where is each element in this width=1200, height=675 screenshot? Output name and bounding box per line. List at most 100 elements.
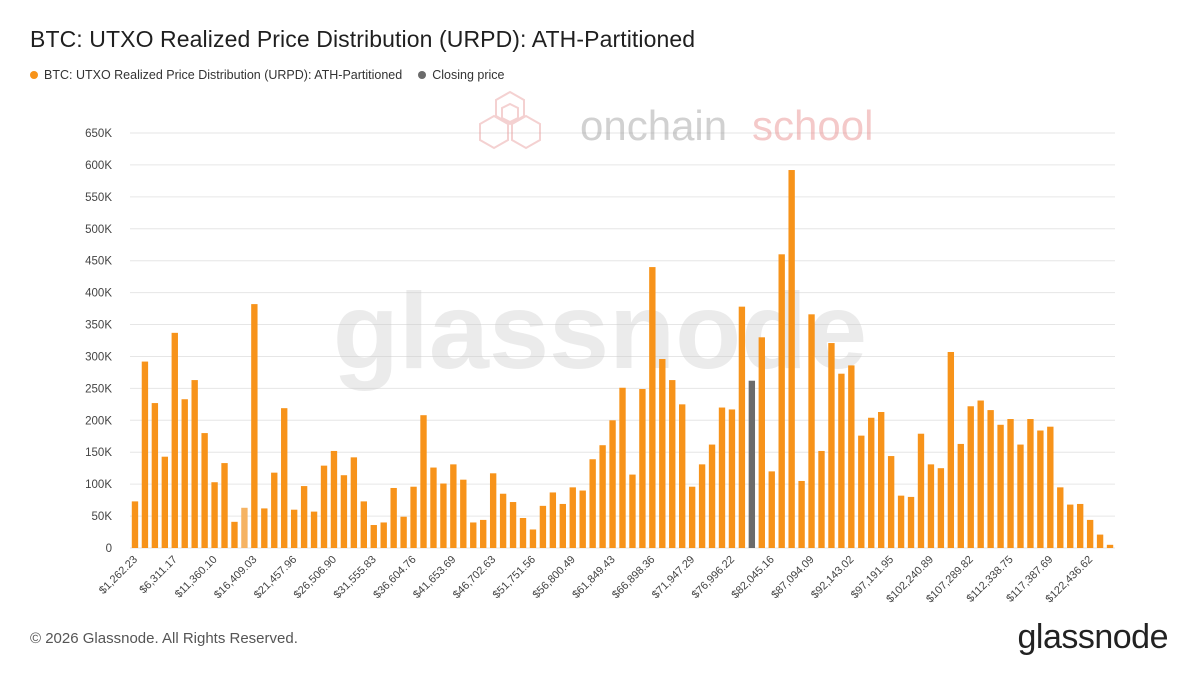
distribution-bar[interactable] — [937, 468, 945, 548]
distribution-bar[interactable] — [897, 495, 905, 548]
distribution-bar[interactable] — [400, 516, 407, 548]
distribution-bar[interactable] — [917, 433, 925, 548]
distribution-bar[interactable] — [967, 406, 974, 548]
distribution-bar[interactable] — [470, 522, 477, 548]
distribution-bar[interactable] — [390, 487, 397, 548]
distribution-bar[interactable] — [599, 445, 606, 548]
distribution-bar[interactable] — [878, 412, 885, 548]
distribution-bar[interactable] — [788, 170, 795, 548]
distribution-bar[interactable] — [529, 529, 537, 548]
distribution-bar[interactable] — [718, 407, 726, 548]
distribution-bar[interactable] — [151, 403, 159, 548]
distribution-bar[interactable] — [360, 501, 367, 548]
distribution-bar[interactable] — [609, 420, 616, 548]
distribution-bar[interactable] — [231, 521, 238, 548]
distribution-bar[interactable] — [211, 482, 218, 548]
distribution-bar[interactable] — [957, 443, 964, 548]
distribution-bar[interactable] — [649, 267, 656, 548]
distribution-bar[interactable] — [589, 459, 596, 548]
distribution-bar[interactable] — [1096, 534, 1104, 548]
distribution-bar[interactable] — [758, 337, 765, 548]
distribution-bar[interactable] — [768, 471, 775, 548]
distribution-bar[interactable] — [569, 487, 576, 548]
distribution-bar[interactable] — [1106, 544, 1114, 548]
distribution-bar[interactable] — [161, 456, 169, 548]
distribution-bar[interactable] — [659, 359, 666, 548]
distribution-bar[interactable] — [848, 365, 855, 548]
distribution-bar[interactable] — [281, 408, 288, 548]
distribution-bar[interactable] — [559, 503, 566, 548]
distribution-bar[interactable] — [181, 399, 188, 548]
distribution-bar[interactable] — [340, 475, 348, 548]
distribution-bar[interactable] — [808, 314, 815, 548]
distribution-bar[interactable] — [450, 464, 457, 548]
distribution-bar[interactable] — [639, 389, 646, 548]
distribution-bar[interactable] — [290, 509, 298, 548]
distribution-bar[interactable] — [480, 519, 487, 548]
distribution-bar[interactable] — [669, 380, 676, 548]
distribution-bar[interactable] — [688, 486, 696, 548]
distribution-bar[interactable] — [549, 492, 557, 548]
closing-price-bar[interactable] — [748, 380, 756, 548]
distribution-bar[interactable] — [131, 501, 139, 548]
distribution-bar[interactable] — [499, 493, 507, 548]
distribution-bar[interactable] — [380, 522, 387, 548]
distribution-bar[interactable] — [987, 410, 994, 548]
distribution-bar[interactable] — [430, 467, 437, 548]
distribution-bar[interactable] — [887, 456, 895, 548]
distribution-bar[interactable] — [798, 480, 805, 548]
distribution-bar[interactable] — [440, 483, 447, 548]
distribution-bar[interactable] — [1076, 503, 1084, 548]
distribution-bar[interactable] — [579, 490, 586, 548]
distribution-bar[interactable] — [221, 463, 228, 548]
distribution-bar[interactable] — [300, 486, 308, 548]
distribution-bar[interactable] — [171, 332, 178, 548]
distribution-bar[interactable] — [1017, 444, 1024, 548]
distribution-bar[interactable] — [828, 343, 835, 548]
distribution-bar[interactable] — [728, 409, 736, 548]
distribution-bar[interactable] — [1086, 519, 1094, 548]
distribution-bar[interactable] — [738, 306, 746, 548]
distribution-bar[interactable] — [818, 450, 825, 548]
distribution-bar[interactable] — [619, 387, 626, 548]
distribution-bar[interactable] — [927, 464, 935, 548]
distribution-bar[interactable] — [1007, 419, 1014, 548]
distribution-bar[interactable] — [201, 433, 208, 548]
distribution-bar[interactable] — [509, 502, 517, 548]
distribution-bar[interactable] — [708, 444, 716, 548]
distribution-bar[interactable] — [907, 496, 915, 548]
distribution-bar[interactable] — [858, 435, 865, 548]
distribution-bar[interactable] — [1027, 419, 1034, 548]
distribution-bar[interactable] — [271, 472, 278, 548]
distribution-bar[interactable] — [778, 254, 785, 548]
distribution-bar[interactable] — [191, 380, 198, 548]
distribution-bar[interactable] — [629, 474, 636, 548]
glassnode-logo[interactable]: glassnode — [1017, 618, 1168, 656]
distribution-bar[interactable] — [460, 479, 467, 548]
distribution-bar[interactable] — [141, 361, 149, 548]
distribution-bar[interactable] — [698, 464, 706, 548]
distribution-bar[interactable] — [410, 486, 417, 548]
distribution-bar[interactable] — [1037, 430, 1044, 548]
distribution-bar[interactable] — [679, 404, 686, 548]
distribution-bar[interactable] — [947, 351, 955, 548]
distribution-bar[interactable] — [1067, 504, 1074, 548]
distribution-bar[interactable] — [1047, 426, 1054, 548]
distribution-bar[interactable] — [420, 415, 427, 548]
distribution-bar[interactable] — [519, 517, 527, 548]
distribution-bar[interactable] — [251, 304, 258, 548]
distribution-bar[interactable] — [539, 505, 547, 548]
distribution-bar[interactable] — [310, 511, 318, 548]
distribution-bar[interactable] — [977, 400, 984, 548]
distribution-bar[interactable] — [350, 457, 358, 548]
distribution-bar[interactable] — [997, 424, 1004, 548]
distribution-bar[interactable] — [261, 508, 268, 548]
distribution-bar[interactable] — [489, 473, 497, 548]
distribution-bar[interactable] — [330, 450, 338, 548]
distribution-bar[interactable] — [868, 417, 875, 548]
distribution-bar[interactable] — [241, 507, 248, 548]
distribution-bar[interactable] — [1057, 487, 1064, 548]
distribution-bar[interactable] — [838, 373, 845, 548]
legend-item-closing-price[interactable]: Closing price — [418, 68, 504, 82]
legend-item-urpd[interactable]: BTC: UTXO Realized Price Distribution (U… — [30, 68, 402, 82]
